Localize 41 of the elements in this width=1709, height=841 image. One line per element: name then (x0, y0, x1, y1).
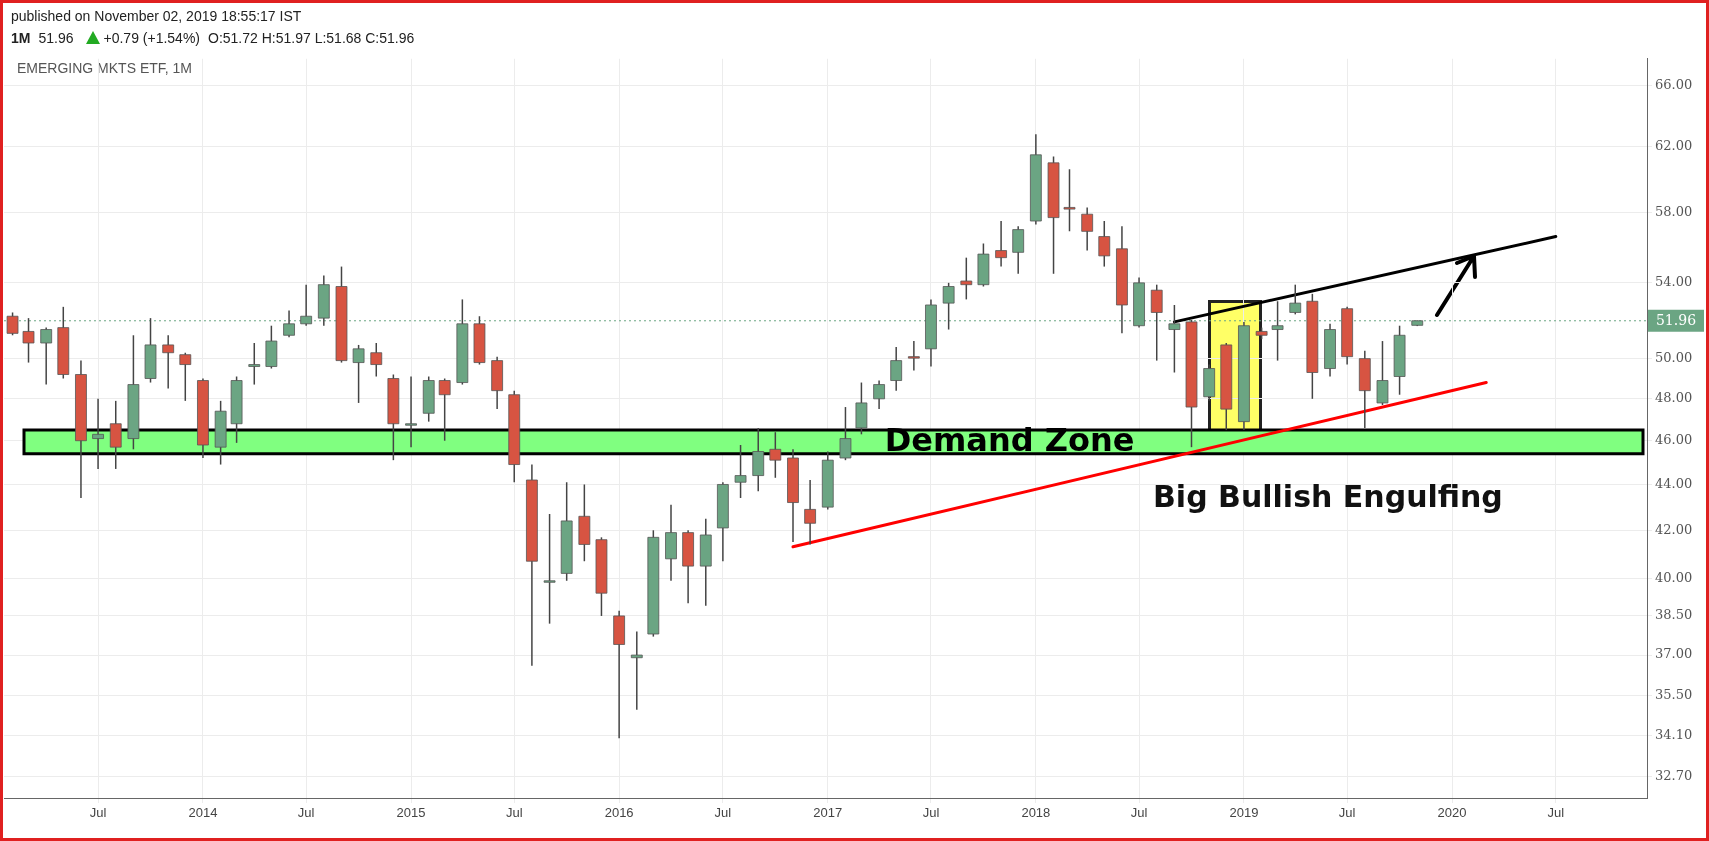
y-tick-label: 44.00 (1655, 475, 1693, 491)
band-label: Demand Zone (884, 421, 1135, 460)
y-tick-label: 50.00 (1655, 350, 1693, 365)
y-tick-label: 48.00 (1655, 390, 1693, 406)
x-tick-label: Jul (1547, 805, 1565, 821)
x-tick-label: Jul (1338, 805, 1356, 821)
y-tick-label: 32.70 (1655, 768, 1693, 784)
x-tick-label: Jul (297, 805, 315, 821)
candlestick (804, 479, 816, 546)
text: O:51.72 H:51.97 L:51.68 C:51.96 (208, 30, 415, 46)
x-tick-label: 2018 (1021, 805, 1051, 821)
x-tick-label: Jul (89, 805, 107, 821)
x-tick-label: Jul (922, 805, 940, 821)
x-tick-label: 2014 (188, 805, 218, 821)
annotation: Big Bullish Engulfing (1153, 479, 1503, 514)
y-tick-label: 66.00 (1655, 76, 1693, 92)
y-tick-label: 54.00 (1655, 274, 1693, 290)
y-tick-label: 35.50 (1655, 687, 1693, 703)
y-tick-label: 46.00 (1655, 432, 1693, 448)
text: 51.96 (38, 30, 74, 46)
candlestick (405, 375, 417, 448)
x-tick-label: Jul (1130, 805, 1148, 821)
y-tick-label: 40.00 (1655, 569, 1693, 585)
y-tick-label: 37.00 (1655, 646, 1693, 662)
candlestick (907, 340, 920, 372)
x-tick-label: Jul (714, 805, 732, 821)
x-tick-label: 2020 (1437, 805, 1467, 821)
text: published on November 02, 2019 18:55:17 IST (11, 7, 303, 26)
x-tick-label: Jul (505, 805, 523, 821)
text: 1M (11, 30, 31, 46)
y-tick-label: 38.50 (1655, 607, 1693, 623)
y-tick-label: 62.00 (1655, 138, 1693, 154)
text: +0.79 (+1.54%) (103, 30, 201, 46)
x-tick-label: 2019 (1229, 805, 1259, 821)
x-tick-label: 2015 (396, 805, 426, 821)
x-tick-label: 2017 (813, 805, 843, 821)
ref-line-label: 51.96 (1655, 312, 1697, 329)
y-tick-label: 58.00 (1655, 203, 1693, 219)
y-tick-label: 42.00 (1655, 521, 1693, 537)
y-tick-label: 34.10 (1655, 726, 1693, 742)
x-tick-label: 2016 (604, 805, 634, 821)
